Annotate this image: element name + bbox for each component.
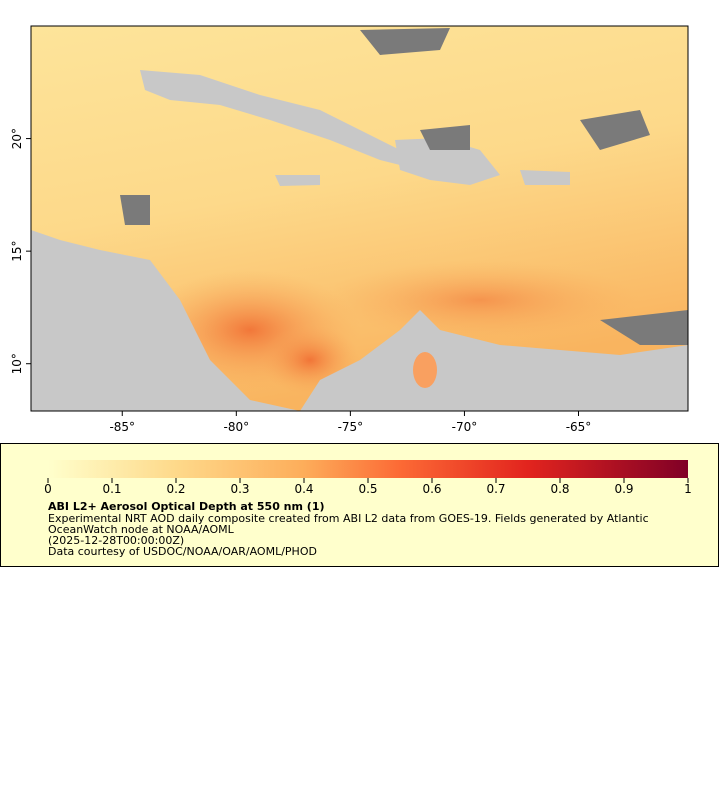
colorbar-tick-label: 0.1 — [102, 482, 121, 496]
y-tick-label: 15° — [10, 241, 24, 262]
colorbar-tick-label: 0 — [44, 482, 52, 496]
y-tick-label: 20° — [10, 128, 24, 149]
colorbar-tick-label: 0.3 — [230, 482, 249, 496]
map-frame — [30, 25, 689, 412]
x-tick-label: -80° — [224, 420, 250, 434]
legend-line: Experimental NRT AOD daily composite cre… — [48, 512, 649, 525]
legend-line: (2025-12-28T00:00:00Z) — [48, 534, 184, 547]
colorbar-tick-label: 1 — [684, 482, 692, 496]
colorbar-tick-label: 0.9 — [614, 482, 633, 496]
map-image — [31, 26, 688, 411]
colorbar-tick-label: 0.5 — [358, 482, 377, 496]
colorbar-tick-label: 0.7 — [486, 482, 505, 496]
colorbar — [48, 460, 688, 478]
legend-line: Data courtesy of USDOC/NOAA/OAR/AOML/PHO… — [48, 545, 317, 558]
y-tick-label: 10° — [10, 353, 24, 374]
x-tick-label: -65° — [566, 420, 592, 434]
colorbar-tick-label: 0.6 — [422, 482, 441, 496]
x-tick-label: -75° — [338, 420, 364, 434]
x-tick-label: -85° — [109, 420, 135, 434]
colorbar-tick-label: 0.2 — [166, 482, 185, 496]
colorbar-tick-label: 0.8 — [550, 482, 569, 496]
colorbar-tick-label: 0.4 — [294, 482, 313, 496]
legend-title: ABI L2+ Aerosol Optical Depth at 550 nm … — [48, 500, 325, 513]
legend-line: OceanWatch node at NOAA/AOML — [48, 523, 235, 536]
x-tick-label: -70° — [452, 420, 478, 434]
